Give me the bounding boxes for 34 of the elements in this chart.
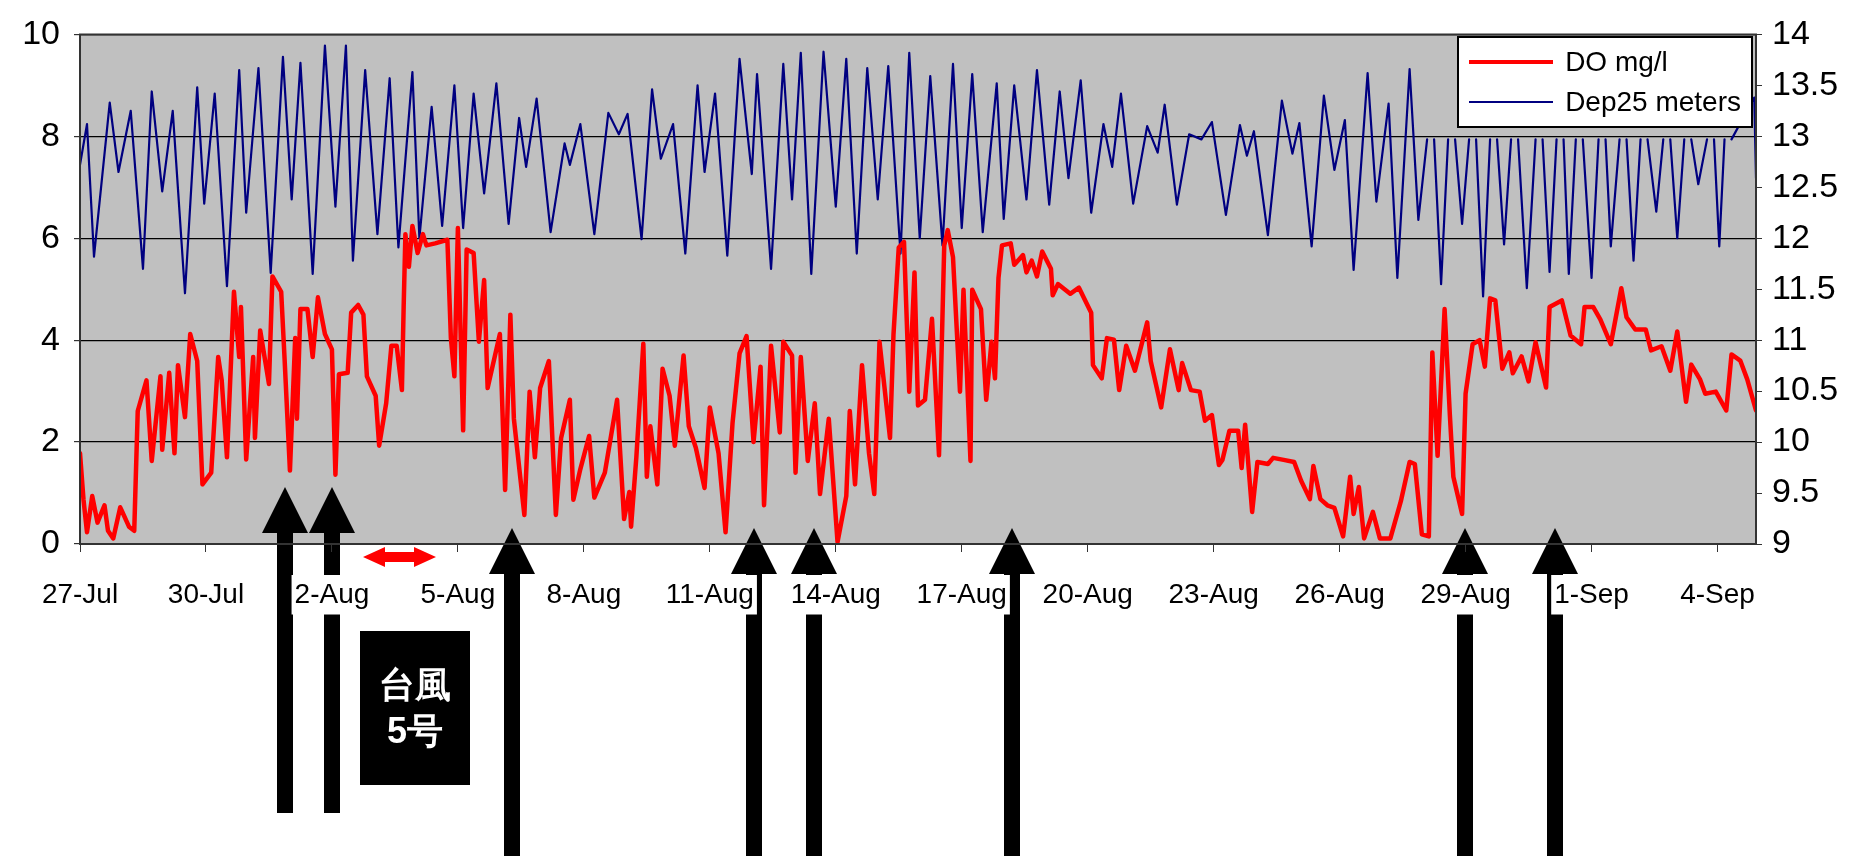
x-tick-label: 5-Aug bbox=[420, 577, 496, 609]
y2-tick-label: 9.5 bbox=[1772, 471, 1820, 510]
x-tick-label: 27-Jul bbox=[41, 577, 119, 609]
y2-tick-label: 13.5 bbox=[1772, 63, 1839, 102]
x-tick-label: 14-Aug bbox=[790, 577, 881, 609]
y-tick-label: 6 bbox=[41, 216, 60, 255]
x-tick-label: 20-Aug bbox=[1042, 577, 1133, 609]
x-tick-label: 4-Sep bbox=[1680, 577, 1755, 609]
x-tick-label: 30-Jul bbox=[167, 577, 245, 609]
x-tick-label: 11-Aug bbox=[665, 577, 754, 609]
y2-tick-label: 10 bbox=[1772, 420, 1810, 459]
legend-label: Dep25 meters bbox=[1565, 85, 1741, 120]
x-tick-label: 8-Aug bbox=[546, 577, 622, 609]
x-tick-label: 1-Sep bbox=[1554, 577, 1629, 609]
x-tick-label: 29-Aug bbox=[1420, 577, 1511, 609]
x-tick-label: 26-Aug bbox=[1294, 577, 1385, 609]
x-tick-label: 17-Aug bbox=[916, 577, 1007, 609]
y-tick-label: 0 bbox=[41, 522, 60, 561]
y2-tick-label: 11 bbox=[1772, 318, 1808, 357]
y2-tick-label: 9 bbox=[1772, 522, 1791, 561]
legend-label: DO mg/l bbox=[1565, 45, 1668, 80]
x-tick-label: 2-Aug bbox=[294, 577, 370, 609]
y2-tick-label: 12 bbox=[1772, 216, 1810, 255]
y2-tick-label: 12.5 bbox=[1772, 165, 1839, 204]
y2-tick-label: 11.5 bbox=[1772, 267, 1836, 306]
y2-tick-label: 10.5 bbox=[1772, 369, 1839, 408]
text: 台風5号 bbox=[378, 663, 452, 753]
y2-tick-label: 13 bbox=[1772, 114, 1810, 153]
x-tick-label: 23-Aug bbox=[1168, 577, 1259, 609]
y-tick-label: 10 bbox=[22, 12, 60, 51]
y-tick-label: 2 bbox=[41, 420, 60, 459]
y2-tick-label: 14 bbox=[1772, 12, 1810, 51]
y-tick-label: 4 bbox=[41, 318, 60, 357]
y-tick-label: 8 bbox=[41, 114, 60, 153]
